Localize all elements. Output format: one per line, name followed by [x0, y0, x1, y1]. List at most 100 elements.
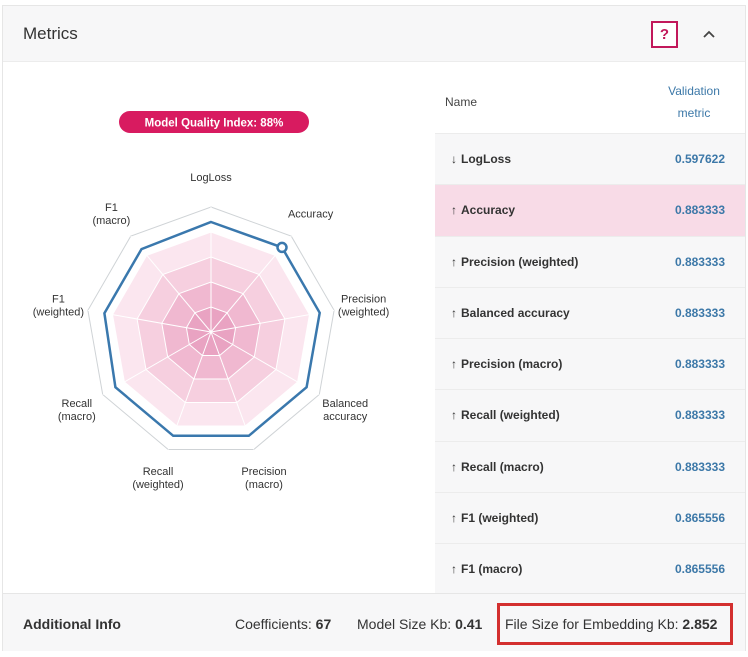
- chevron-up-icon: [703, 30, 715, 38]
- table-header: Name Validation metric: [435, 69, 745, 133]
- radar-axis-label: Recall (macro): [58, 398, 96, 423]
- radar-series-line: [103, 220, 322, 438]
- radar-axis-label-line: (macro): [245, 479, 283, 491]
- metric-value: 0.865556: [674, 511, 725, 526]
- arrow-up-icon: ↑: [451, 305, 457, 320]
- table-body: ↓ LogLoss 0.597622 ↑ Accuracy 0.883333 ↑ Prec…: [435, 133, 745, 595]
- panel-header: Metrics ?: [3, 6, 745, 62]
- radar-axis-label: F1 (macro): [92, 202, 130, 227]
- table-row[interactable]: ↑ Balanced accuracy 0.883333: [435, 286, 745, 339]
- radar-axis-line: [210, 331, 255, 450]
- radar-axis-line: [130, 235, 212, 333]
- metric-value: 0.883333: [674, 408, 725, 423]
- arrow-up-icon: ↑: [451, 203, 457, 218]
- metric-value: 0.883333: [674, 305, 725, 320]
- metric-name: Balanced accuracy: [461, 305, 570, 320]
- arrow-up-icon: ↑: [451, 562, 457, 577]
- metric-name: Recall (weighted): [461, 408, 560, 423]
- radar-axis-line: [210, 309, 335, 333]
- radar-chart: Model Quality Index: 88% LogLoss Accuracy…: [13, 101, 433, 531]
- radar-axis-label-line: (weighted): [132, 479, 183, 491]
- radar-axis-label-line: Recall: [62, 398, 93, 410]
- radar-axes: [87, 207, 335, 450]
- embed-size-label: File Size for Embedding Kb:: [505, 616, 679, 632]
- table-row[interactable]: ↑ Accuracy 0.883333: [435, 184, 745, 236]
- model-size-label: Model Size Kb:: [357, 616, 452, 632]
- radar-axis-label-line: (weighted): [338, 307, 389, 319]
- radar-axis-label-line: F1: [52, 294, 65, 306]
- radar-axis-label-line: LogLoss: [190, 172, 232, 184]
- coefficients-value: 67: [315, 616, 332, 632]
- metric-value: 0.883333: [674, 459, 725, 474]
- radar-axis-line: [210, 235, 292, 333]
- help-button[interactable]: ?: [651, 21, 678, 48]
- metrics-panel: Metrics ? Model Quality Index: 88% LogLo…: [2, 5, 746, 651]
- radar-axis-label: Precision (macro): [241, 466, 286, 491]
- table-row[interactable]: ↑ Precision (weighted) 0.883333: [435, 235, 745, 287]
- radar-axis-label-line: Precision: [241, 466, 286, 478]
- metric-value: 0.883333: [674, 254, 725, 269]
- table-row[interactable]: ↑ Recall (macro) 0.883333: [435, 440, 745, 493]
- radar-axis-label-line: F1: [105, 202, 118, 214]
- column-header-validation-metric[interactable]: Validation metric: [659, 80, 729, 124]
- radar-axis-label: F1 (weighted): [33, 294, 84, 319]
- coefficients-info: Coefficients: 67: [235, 616, 331, 632]
- arrow-up-icon: ↑: [451, 357, 457, 372]
- embed-size-highlight-box: [497, 603, 733, 645]
- table-row[interactable]: ↑ Recall (weighted) 0.883333: [435, 389, 745, 441]
- collapse-chevron-icon[interactable]: [697, 22, 721, 46]
- table-row[interactable]: ↑ F1 (weighted) 0.865556: [435, 492, 745, 544]
- radar-axis-label: Precision (weighted): [338, 294, 389, 319]
- arrow-up-icon: ↑: [451, 408, 457, 423]
- arrow-down-icon: ↓: [451, 152, 457, 166]
- metric-name: Precision (weighted): [461, 254, 579, 269]
- additional-info-label: Additional Info: [23, 616, 121, 632]
- radar-axis-label-line: (weighted): [33, 307, 84, 319]
- radar-axis-label: Accuracy: [288, 208, 334, 220]
- metric-name: F1 (weighted): [461, 511, 539, 526]
- radar-axis-label-line: Accuracy: [288, 208, 334, 220]
- arrow-up-icon: ↑: [451, 254, 457, 269]
- metric-name: Accuracy: [461, 203, 516, 218]
- model-size-info: Model Size Kb: 0.41: [357, 616, 482, 632]
- metric-name: Precision (macro): [461, 357, 563, 372]
- metric-value: 0.883333: [674, 357, 725, 372]
- radar-highlight-point[interactable]: [276, 241, 288, 254]
- additional-info-bar: Additional Info Coefficients: 67 Model S…: [3, 593, 745, 651]
- embed-size-value: 2.852: [682, 616, 718, 632]
- radar-axis-line: [87, 309, 212, 333]
- radar-axis-label: Balanced accuracy: [322, 398, 368, 423]
- column-header-value-line1: Validation: [668, 84, 720, 98]
- metric-name: F1 (macro): [461, 562, 523, 577]
- metric-value: 0.597622: [674, 152, 725, 166]
- arrow-up-icon: ↑: [451, 511, 457, 526]
- metric-value: 0.883333: [674, 203, 725, 218]
- radar-axis-label-line: Precision: [341, 294, 386, 306]
- radar-axis-label-line: Balanced: [322, 398, 368, 410]
- coefficients-label: Coefficients:: [235, 616, 312, 632]
- radar-svg: Model Quality Index: 88% LogLoss Accuracy…: [33, 111, 390, 491]
- metric-name: Recall (macro): [461, 459, 544, 474]
- arrow-up-icon: ↑: [451, 459, 457, 474]
- radar-series: [103, 220, 322, 438]
- radar-axis-label-line: (macro): [58, 411, 96, 423]
- metrics-table: Name Validation metric ↓ LogLoss 0.597622 …: [435, 69, 745, 595]
- radar-axis-line: [167, 331, 212, 450]
- radar-axis-line: [210, 331, 320, 395]
- metric-name: LogLoss: [461, 152, 511, 166]
- model-size-value: 0.41: [455, 616, 483, 632]
- panel-title: Metrics: [23, 24, 78, 43]
- radar-axis-label: LogLoss: [190, 172, 232, 184]
- radar-axis-label-line: accuracy: [323, 411, 368, 423]
- column-header-name[interactable]: Name: [445, 95, 478, 109]
- radar-axis-label-line: (macro): [92, 215, 130, 227]
- radar-axis-line: [102, 331, 212, 395]
- table-row[interactable]: ↑ F1 (macro) 0.865556: [435, 543, 745, 595]
- table-row[interactable]: ↓ LogLoss 0.597622: [435, 133, 745, 185]
- table-row[interactable]: ↑ Precision (macro) 0.883333: [435, 338, 745, 390]
- embed-size-info: File Size for Embedding Kb: 2.852: [505, 616, 717, 632]
- column-header-value-line2: metric: [677, 106, 711, 120]
- radar-axis-label-line: Recall: [143, 466, 174, 478]
- model-quality-label: Model Quality Index: 88%: [145, 118, 284, 130]
